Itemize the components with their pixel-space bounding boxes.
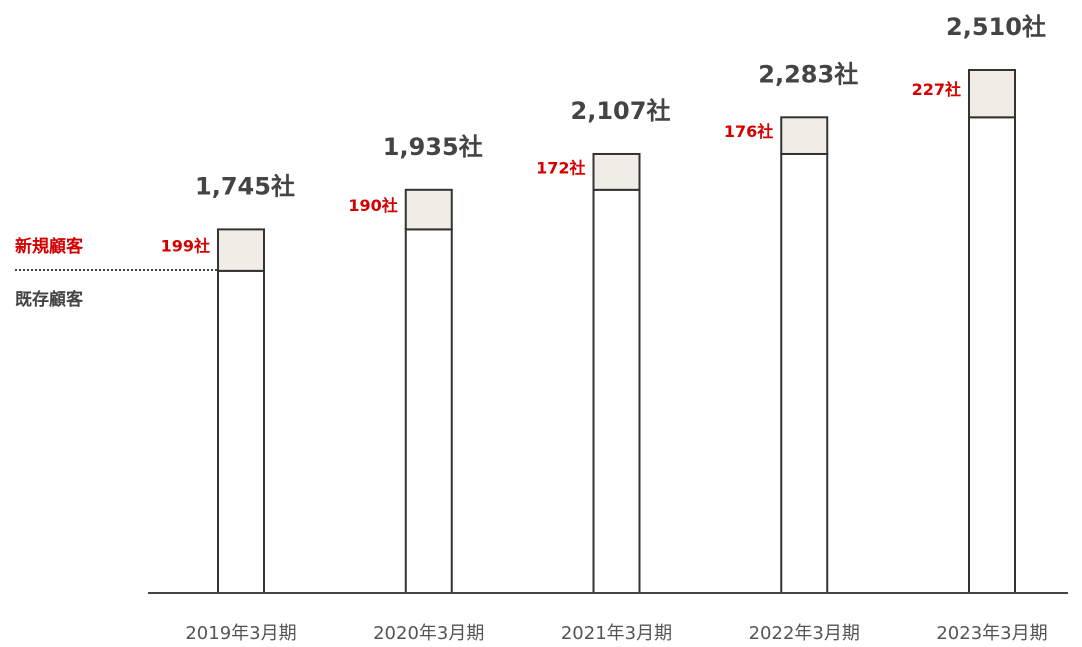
total-label: 2,107社 <box>571 97 671 125</box>
x-tick-label: 2023年3月期 <box>936 623 1047 644</box>
x-tick-label: 2021年3月期 <box>561 623 672 644</box>
bar-segment <box>404 228 453 595</box>
total-label: 1,935社 <box>383 133 483 161</box>
x-tick-label: 2020年3月期 <box>373 623 484 644</box>
value-label: 227社 <box>912 80 961 99</box>
x-tick-label: 2022年3月期 <box>749 623 860 644</box>
bar-segment <box>968 69 1016 119</box>
bar-segment <box>780 152 829 594</box>
total-label: 1,745社 <box>195 172 295 200</box>
bar-segment <box>780 116 829 155</box>
value-label: 176社 <box>724 122 773 141</box>
bar-segment <box>404 188 453 231</box>
bar-segment <box>592 188 641 594</box>
legend-new: 新規顧客 <box>15 236 84 257</box>
bar-segment <box>968 116 1016 595</box>
x-tick-label: 2019年3月期 <box>185 623 296 644</box>
value-label: 190社 <box>348 196 397 215</box>
bar-segment <box>217 228 265 272</box>
bar-segment <box>217 269 265 594</box>
total-label: 2,283社 <box>758 60 858 88</box>
bar-segment <box>592 152 641 191</box>
legend-existing: 既存顧客 <box>15 289 84 310</box>
total-label: 2,510社 <box>946 13 1046 41</box>
value-label: 172社 <box>536 158 585 177</box>
value-label: 199社 <box>161 237 210 256</box>
